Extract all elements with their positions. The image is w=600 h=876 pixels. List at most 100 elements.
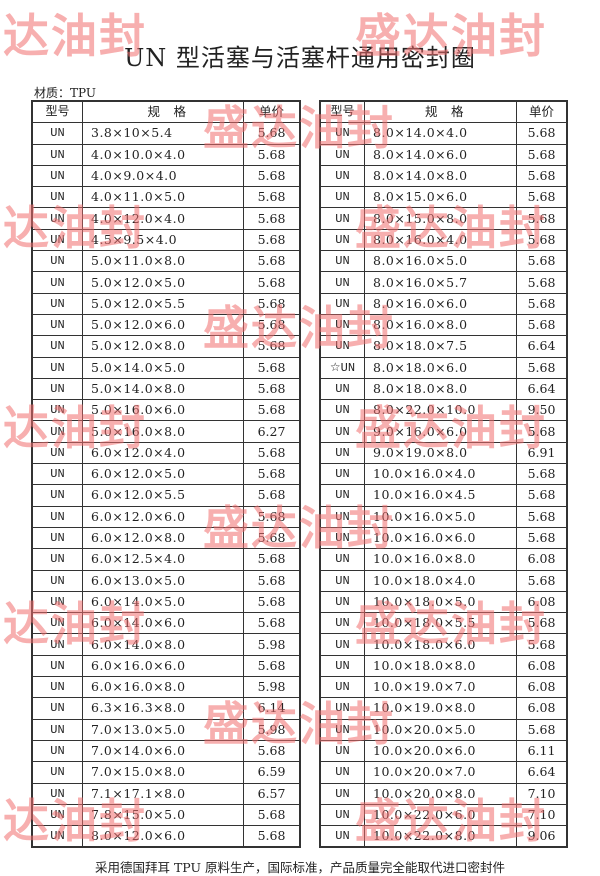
price-cell: 6.91 (516, 441, 568, 465)
spec-cell: 5.0×14.0×5.0 (82, 356, 244, 379)
table-row: UN 6.0×16.0×6.0 5.68 (31, 654, 301, 678)
model-cell: UN (31, 271, 83, 294)
table-row: UN 4.5×9.5×4.0 5.68 (31, 228, 301, 252)
table-row: UN 4.0×9.0×4.0 5.68 (31, 164, 301, 188)
table-row: UN 6.0×12.0×8.0 5.68 (31, 526, 301, 550)
price-cell: 5.68 (516, 505, 568, 528)
spec-cell: 10.0×22.0×8.0 (364, 825, 517, 848)
table-row: UN 8.0×15.0×8.0 5.68 (319, 207, 568, 230)
table-row: UN 10.0×18.0×4.0 5.68 (319, 569, 568, 592)
model-cell: UN (319, 399, 365, 422)
model-cell: UN (31, 463, 83, 486)
column-header: 规 格 (82, 100, 244, 124)
table-row: UN 8.0×12.0×6.0 5.68 (31, 825, 301, 848)
model-cell: UN (319, 505, 365, 528)
spec-cell: 7.1×17.1×8.0 (82, 782, 244, 805)
model-cell: UN (319, 377, 365, 401)
table-row: UN 5.0×12.0×5.5 5.68 (31, 292, 301, 315)
price-cell: 5.68 (243, 803, 301, 827)
table-row: UN 4.0×11.0×5.0 5.68 (31, 186, 301, 209)
model-cell: UN (319, 825, 365, 848)
spec-cell: 6.0×12.0×6.0 (82, 505, 244, 528)
table-header: 型号规 格单价 (31, 100, 301, 124)
spec-cell: 8.0×14.0×8.0 (364, 164, 517, 188)
model-cell: UN (31, 122, 83, 145)
table-row: UN 8.0×16.0×6.0 5.68 (319, 292, 568, 315)
spec-cell: 6.0×12.5×4.0 (82, 548, 244, 571)
price-cell: 6.08 (516, 676, 568, 699)
table-row: UN 10.0×18.0×8.0 6.08 (319, 654, 568, 678)
model-cell: UN (31, 207, 83, 230)
model-cell: UN (31, 697, 83, 720)
price-cell: 5.68 (243, 377, 301, 401)
model-cell: UN (31, 292, 83, 315)
page-title: UN 型活塞与活塞杆通用密封圈 (124, 44, 476, 72)
table-row: UN 5.0×14.0×8.0 5.68 (31, 377, 301, 401)
price-cell: 6.08 (516, 654, 568, 678)
spec-cell: 8.0×12.0×6.0 (82, 825, 244, 848)
spec-cell: 10.0×18.0×6.0 (364, 633, 517, 656)
price-cell: 5.68 (243, 207, 301, 230)
price-cell: 5.68 (516, 718, 568, 741)
model-cell: UN (31, 186, 83, 209)
spec-cell: 8.0×16.0×4.0 (364, 228, 517, 252)
spec-cell: 8.0×16.0×6.0 (364, 292, 517, 315)
table-row: UN 8.0×16.0×4.0 5.68 (319, 228, 568, 252)
table-row: UN 8.0×18.0×7.5 6.64 (319, 335, 568, 358)
table-row: UN 8.0×14.0×4.0 5.68 (319, 122, 568, 145)
table-row: UN 6.0×12.0×4.0 5.68 (31, 441, 301, 465)
price-cell: 6.64 (516, 335, 568, 358)
spec-cell: 10.0×18.0×5.5 (364, 612, 517, 635)
spec-cell: 6.0×12.0×5.0 (82, 463, 244, 486)
model-cell: UN (319, 122, 365, 145)
spec-cell: 7.0×14.0×6.0 (82, 739, 244, 763)
table-row: UN 8.0×14.0×8.0 5.68 (319, 164, 568, 188)
spec-cell: 10.0×16.0×8.0 (364, 548, 517, 571)
price-cell: 5.68 (243, 292, 301, 315)
table-row: UN 6.0×13.0×5.0 5.68 (31, 569, 301, 592)
model-cell: UN (319, 228, 365, 252)
model-cell: UN (319, 612, 365, 635)
price-cell: 5.68 (243, 399, 301, 422)
spec-cell: 6.0×12.0×8.0 (82, 526, 244, 550)
price-cell: 5.68 (243, 739, 301, 763)
price-cell: 5.68 (516, 633, 568, 656)
spec-cell: 4.0×11.0×5.0 (82, 186, 244, 209)
table-row: UN 5.0×11.0×8.0 5.68 (31, 250, 301, 273)
price-cell: 5.68 (243, 569, 301, 592)
table-row: UN 9.0×19.0×8.0 6.91 (319, 441, 568, 465)
table-row: UN 10.0×22.0×8.0 9.06 (319, 825, 568, 848)
price-cell: 6.27 (243, 420, 301, 443)
model-cell: UN (319, 250, 365, 273)
model-cell: UN (31, 569, 83, 592)
table-row: UN 10.0×18.0×6.0 5.68 (319, 633, 568, 656)
spec-cell: 8.0×16.0×5.7 (364, 271, 517, 294)
spec-cell: 4.0×9.0×4.0 (82, 164, 244, 188)
price-cell: 5.68 (243, 335, 301, 358)
table-row: UN 3.8×10×5.4 5.68 (31, 122, 301, 145)
column-header: 规 格 (364, 100, 517, 124)
table-row: UN 5.0×12.0×8.0 5.68 (31, 335, 301, 358)
spec-cell: 10.0×18.0×8.0 (364, 654, 517, 678)
table-row: UN 4.0×12.0×4.0 5.68 (31, 207, 301, 230)
model-cell: UN (31, 484, 83, 507)
model-cell: UN (319, 292, 365, 315)
price-cell: 5.68 (243, 143, 301, 166)
model-cell: UN (319, 718, 365, 741)
spec-cell: 6.0×16.0×6.0 (82, 654, 244, 678)
table-row: UN 8.0×16.0×5.7 5.68 (319, 271, 568, 294)
model-cell: UN (319, 313, 365, 337)
spec-cell: 6.3×16.3×8.0 (82, 697, 244, 720)
table-row: UN 10.0×18.0×5.5 5.68 (319, 612, 568, 635)
price-cell: 5.68 (243, 271, 301, 294)
spec-cell: 10.0×20.0×7.0 (364, 761, 517, 784)
price-cell: 5.68 (243, 228, 301, 252)
price-cell: 5.68 (516, 186, 568, 209)
price-cell: 5.68 (516, 463, 568, 486)
price-table-left: 型号规 格单价 UN 3.8×10×5.4 5.68 UN 4.0×10.0×4.0 5.6… (31, 100, 301, 849)
model-cell: UN (319, 739, 365, 763)
table-row: UN 6.0×14.0×8.0 5.98 (31, 633, 301, 656)
model-cell: UN (31, 377, 83, 401)
price-cell: 5.68 (516, 164, 568, 188)
price-cell: 5.68 (243, 654, 301, 678)
